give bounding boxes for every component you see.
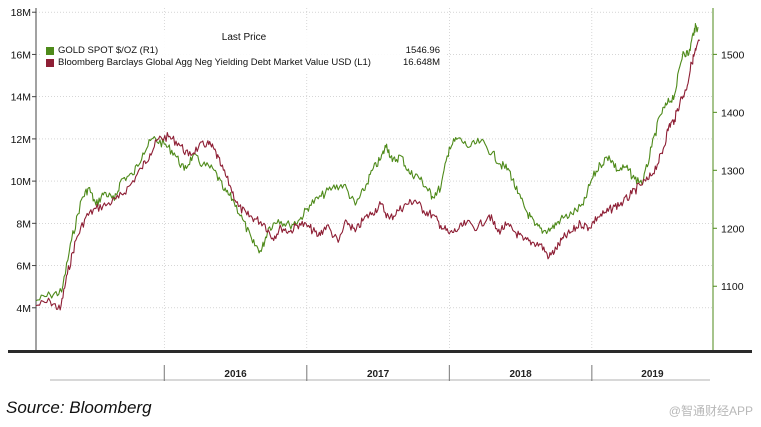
legend-label-neg-yield-debt: Bloomberg Barclays Global Agg Neg Yieldi… — [58, 57, 371, 68]
x-tick-label: 2018 — [509, 369, 532, 380]
left-tick-label: 14M — [11, 92, 31, 104]
legend-label-gold: GOLD SPOT $/OZ (R1) — [58, 45, 159, 56]
source-caption: Source: Bloomberg — [6, 398, 152, 417]
watermark: @智通财经APP — [668, 404, 753, 418]
x-tick-label: 2016 — [224, 369, 247, 380]
legend-value-gold: 1546.96 — [405, 45, 440, 56]
right-tick-label: 1500 — [721, 49, 745, 61]
left-tick-label: 8M — [16, 218, 31, 230]
left-tick-label: 6M — [16, 261, 31, 273]
series-lines — [35, 22, 700, 311]
legend-title: Last Price — [221, 32, 267, 43]
right-tick-label: 1400 — [721, 107, 745, 119]
series-line-gold — [35, 22, 699, 302]
right-tick-label: 1100 — [721, 281, 744, 293]
axis-labels: 4M 6M 8M 10M 12M 14M 16M 18M 1100 1200 1300 1400 150… — [11, 7, 745, 380]
x-tick-label: 2017 — [367, 369, 390, 380]
right-tick-label: 1300 — [721, 165, 745, 177]
left-tick-label: 10M — [11, 176, 31, 188]
legend-entry-gold: GOLD SPOT $/OZ (R1) 1546.96 — [46, 45, 442, 57]
axes — [8, 8, 752, 381]
legend-swatch-gold — [46, 47, 54, 55]
left-tick-label: 4M — [16, 303, 31, 315]
legend-value-neg-yield-debt: 16.648M — [403, 57, 440, 68]
left-tick-label: 16M — [11, 49, 31, 61]
legend-entry-neg-yield-debt: Bloomberg Barclays Global Agg Neg Yieldi… — [46, 57, 442, 69]
x-tick-label: 2019 — [641, 369, 664, 380]
left-tick-label: 18M — [11, 7, 31, 19]
series-line-neg-yield-debt — [35, 39, 700, 311]
chart-legend: Last Price GOLD SPOT $/OZ (R1) 1546.96 B… — [42, 30, 446, 72]
left-tick-label: 12M — [11, 134, 31, 146]
right-tick-label: 1200 — [721, 223, 745, 235]
gridlines — [36, 8, 713, 350]
x-axis-band — [8, 350, 752, 353]
legend-swatch-neg-yield-debt — [46, 59, 54, 67]
